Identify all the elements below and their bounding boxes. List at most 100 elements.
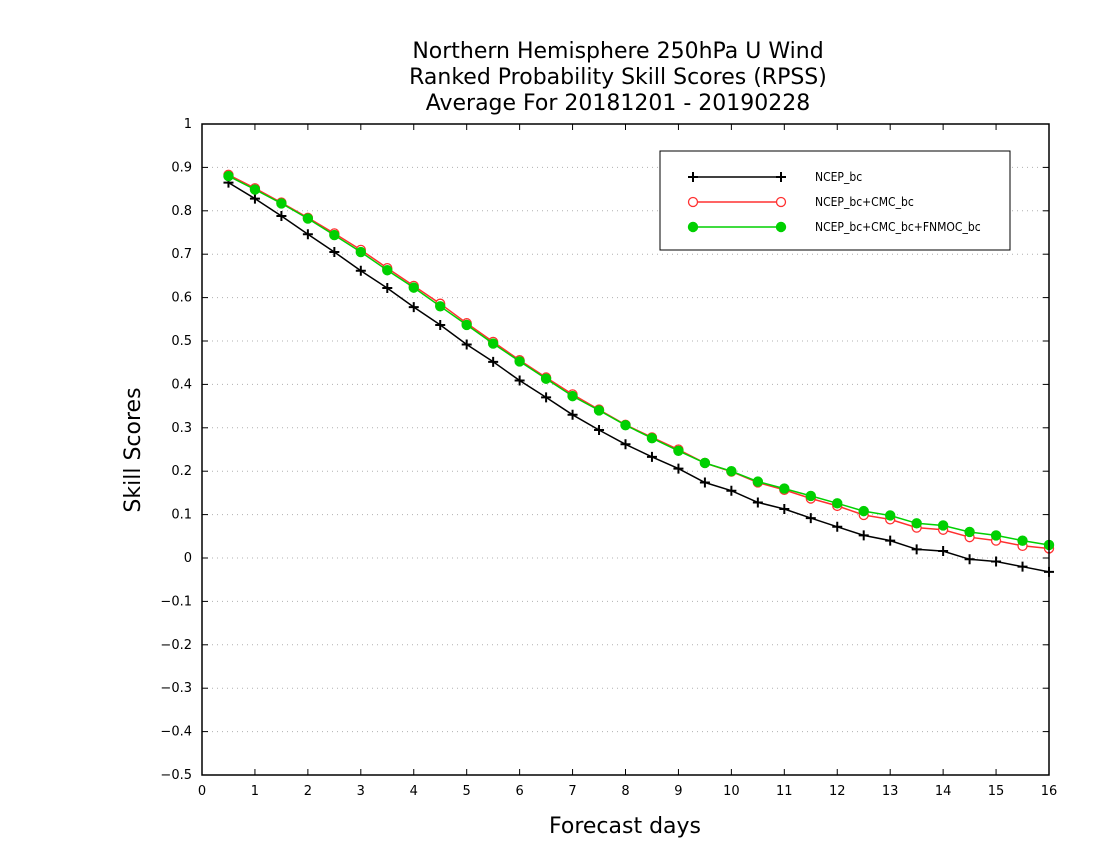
data-point	[964, 526, 975, 538]
x-tick-label: 11	[776, 784, 793, 799]
data-point	[329, 247, 340, 258]
data-point	[408, 302, 419, 313]
legend-marker	[687, 221, 699, 233]
data-point	[594, 424, 605, 435]
y-tick-label: 1	[184, 117, 192, 132]
data-point	[858, 505, 869, 517]
legend-item: NCEP_bc	[688, 170, 862, 184]
x-axis: 0 1 2 3 4 5 6 7 8 9 10 11 12 13 14 15 16	[198, 124, 1057, 799]
data-point	[276, 198, 287, 209]
grid	[202, 166, 1049, 733]
data-point	[567, 409, 578, 420]
legend-label: NCEP_bc	[815, 170, 862, 184]
data-point	[752, 497, 763, 508]
data-point	[884, 510, 896, 521]
data-point	[805, 513, 816, 524]
y-tick-label: 0	[184, 551, 192, 566]
data-point	[779, 483, 790, 494]
data-point	[990, 530, 1002, 541]
y-tick-label: 0.5	[171, 334, 192, 349]
data-point	[726, 466, 737, 477]
x-axis-label: Forecast days	[549, 814, 701, 839]
legend-marker	[775, 221, 787, 233]
x-tick-label: 3	[357, 784, 365, 799]
x-tick-label: 4	[410, 784, 418, 799]
data-point	[488, 356, 499, 367]
data-point	[514, 375, 525, 386]
data-point	[276, 211, 287, 222]
data-point	[832, 498, 843, 509]
legend-marker	[776, 172, 786, 182]
y-tick-label: 0.1	[171, 508, 192, 523]
x-tick-label: 2	[304, 784, 312, 799]
data-point	[911, 518, 922, 529]
y-tick-label: 0.7	[171, 247, 192, 262]
data-point	[752, 476, 764, 487]
data-point	[964, 554, 975, 565]
data-point	[435, 301, 446, 312]
data-point	[593, 405, 605, 416]
x-tick-label: 12	[829, 784, 846, 799]
data-point	[382, 283, 393, 294]
series-layer	[223, 169, 1055, 577]
title-line-2: Ranked Probability Skill Scores (RPSS)	[409, 65, 827, 90]
x-tick-label: 10	[723, 784, 740, 799]
data-point	[646, 433, 658, 444]
y-tick-label: −0.4	[160, 725, 192, 740]
y-tick-label: 0.6	[171, 291, 192, 306]
data-point	[355, 246, 367, 258]
data-point	[832, 521, 843, 532]
legend-label: NCEP_bc+CMC_bc	[815, 195, 914, 209]
data-point	[858, 530, 869, 541]
title-line-3: Average For 20181201 - 20190228	[426, 91, 811, 116]
data-point	[699, 477, 710, 488]
y-axis-label: Skill Scores	[121, 387, 146, 512]
data-point	[355, 265, 366, 276]
data-point	[540, 373, 552, 384]
data-point	[223, 170, 234, 182]
data-point	[779, 503, 790, 514]
x-tick-label: 14	[935, 784, 952, 799]
data-point	[646, 451, 657, 462]
y-tick-label: −0.3	[160, 681, 192, 696]
legend-marker	[688, 172, 698, 182]
data-point	[435, 319, 446, 330]
data-point	[911, 544, 922, 555]
data-point	[673, 463, 684, 474]
y-tick-label: 0.8	[171, 204, 192, 219]
legend-box	[659, 150, 1011, 251]
x-tick-label: 6	[515, 784, 523, 799]
x-tick-label: 5	[463, 784, 471, 799]
legend-label: NCEP_bc+CMC_bc+FNMOC_bc	[815, 220, 981, 234]
data-point	[1017, 561, 1028, 572]
data-point	[567, 390, 578, 402]
data-point	[408, 282, 419, 293]
x-tick-label: 13	[882, 784, 899, 799]
y-tick-label: −0.5	[160, 768, 192, 783]
data-point	[302, 229, 313, 240]
data-point	[461, 319, 472, 331]
data-point	[699, 457, 711, 469]
legend: NCEP_bc NCEP_bc+CMC_bc NCEP_bc+CMC_bc+FNMO…	[659, 150, 1011, 251]
series-0	[223, 177, 1054, 577]
x-tick-label: 1	[251, 784, 259, 799]
series-2	[223, 170, 1055, 551]
legend-item: NCEP_bc+CMC_bc+FNMOC_bc	[687, 220, 981, 234]
data-point	[487, 338, 499, 349]
x-tick-label: 8	[621, 784, 629, 799]
data-point	[329, 229, 340, 241]
chart-title: Northern Hemisphere 250hPa U Wind Ranked…	[409, 39, 827, 116]
data-point	[673, 445, 684, 457]
y-tick-label: 0.3	[171, 421, 192, 436]
data-point	[1017, 535, 1028, 546]
title-line-1: Northern Hemisphere 250hPa U Wind	[412, 39, 823, 64]
y-axis: 1 0.9 0.8 0.7 0.6 0.5 0.4 0.3 0.2 0.1 0 −0.1 −0.2 −0.…	[160, 117, 1049, 783]
data-point	[461, 339, 472, 350]
x-tick-label: 9	[674, 784, 682, 799]
data-point	[302, 213, 314, 224]
x-tick-label: 7	[568, 784, 576, 799]
data-point	[514, 356, 525, 367]
data-point	[885, 535, 896, 546]
x-tick-label: 0	[198, 784, 206, 799]
